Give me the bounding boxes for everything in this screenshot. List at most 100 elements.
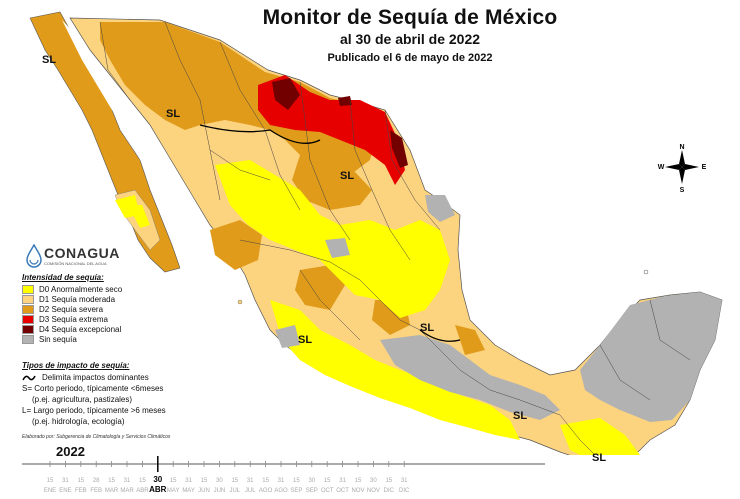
timeline-day: 15 — [355, 478, 362, 484]
timeline-day: 15 — [77, 478, 84, 484]
timeline-month: MAR — [120, 488, 134, 494]
impact-long: L= Largo periodo, típicamente >6 meses — [22, 406, 166, 415]
compass-e: E — [702, 164, 707, 171]
timeline-month: MAY — [167, 488, 180, 494]
map-label-sl-veracruz: SL — [513, 410, 528, 422]
timeline-day: 31 — [247, 478, 254, 484]
timeline: 15ENE31ENE15FEB28FEB15MAR31MAR15ABR30ABR… — [22, 456, 545, 494]
timeline-day: 31 — [278, 478, 285, 484]
legend-item: D4 Sequía excepcional — [22, 324, 232, 334]
legend-swatch — [22, 334, 34, 344]
timeline-day: 15 — [231, 478, 238, 484]
impact-short-example: (p.ej. agricultura, pastizales) — [32, 395, 133, 404]
timeline-month: MAR — [105, 488, 119, 494]
timeline-day: 28 — [93, 478, 100, 484]
timeline-month: FEB — [90, 488, 102, 494]
impact-legend: Tipos de impacto de sequía: Delimita imp… — [22, 361, 262, 427]
extreme-drought-area — [258, 75, 405, 185]
timeline-month: DIC — [384, 488, 395, 494]
legend: Intensidad de sequía: D0 Anormalmente se… — [22, 273, 232, 344]
legend-item: D3 Sequía extrema — [22, 314, 232, 324]
timeline-month: AGO — [259, 488, 273, 494]
impact-line-row: Delimita impactos dominantes — [22, 372, 262, 383]
exceptional-drought-area — [272, 78, 300, 110]
timeline-day: 31 — [185, 478, 192, 484]
legend-item: D0 Anormalmente seco — [22, 284, 232, 294]
impact-boundaries — [199, 124, 461, 342]
map-label-sl-sonora: SL — [166, 108, 181, 120]
impact-title: Tipos de impacto de sequía: — [22, 361, 130, 370]
timeline-month: NOV — [351, 488, 364, 494]
timeline-day: 15 — [201, 478, 208, 484]
map-label-sl-hidalgo: SL — [420, 322, 435, 334]
impact-long-example: (p.ej. hidrología, ecología) — [32, 417, 125, 426]
timeline-day: 15 — [108, 478, 115, 484]
timeline-day: 15 — [170, 478, 177, 484]
timeline-day: 15 — [385, 478, 392, 484]
timeline-month: JUL — [229, 488, 240, 494]
compass-n: N — [679, 144, 684, 151]
timeline-month: JUL — [245, 488, 256, 494]
timeline-month: OCT — [321, 488, 334, 494]
published-date: Publicado el 6 de mayo de 2022 — [327, 52, 493, 64]
timeline-month: ABR — [136, 488, 149, 494]
impact-short: S= Corto periodo, típicamente <6meses — [22, 384, 164, 393]
timeline-day: 30 — [308, 478, 315, 484]
legend-item: D1 Sequía moderada — [22, 294, 232, 304]
legend-swatch — [22, 324, 34, 334]
credit-text: Elaborado por: Subgerencia de Climatolog… — [22, 434, 171, 440]
legend-label: D2 Sequía severa — [39, 304, 104, 314]
legend-swatch — [22, 304, 34, 314]
timeline-day: 30 — [153, 475, 162, 484]
legend-label: Sin sequía — [39, 334, 77, 344]
legend-title: Intensidad de sequía: — [22, 273, 104, 282]
water-drop-icon — [26, 244, 42, 268]
legend-swatch — [22, 284, 34, 294]
timeline-month: FEB — [75, 488, 87, 494]
map-date: al 30 de abril de 2022 — [339, 31, 481, 47]
timeline-day: 15 — [262, 478, 269, 484]
timeline-day: 31 — [62, 478, 69, 484]
map-label-sl-chiapas: SL — [592, 452, 607, 464]
map-title: Monitor de Sequía de México — [262, 6, 558, 29]
timeline-month: SEP — [306, 488, 318, 494]
timeline-year: 2022 — [56, 444, 85, 459]
timeline-month: AGO — [274, 488, 288, 494]
legend-label: D0 Anormalmente seco — [39, 284, 123, 294]
timeline-month: JUN — [198, 488, 210, 494]
timeline-day: 15 — [324, 478, 331, 484]
compass-rose-icon: N S W E — [658, 144, 707, 192]
timeline-month: ENE — [44, 488, 56, 494]
legend-item: Sin sequía — [22, 334, 232, 344]
timeline-day: 31 — [124, 478, 131, 484]
legend-label: D1 Sequía moderada — [39, 294, 116, 304]
timeline-day: 31 — [401, 478, 408, 484]
map-label-sl-jalisco: SL — [298, 334, 313, 346]
state-borders — [99, 21, 691, 455]
conagua-logo: CONAGUA COMISIÓN NACIONAL DEL AGUA — [26, 244, 156, 270]
timeline-day: 15 — [293, 478, 300, 484]
legend-item: D2 Sequía severa — [22, 304, 232, 314]
impact-line-label: Delimita impactos dominantes — [42, 373, 149, 382]
map-label-sl-coahuila: SL — [340, 170, 355, 182]
legend-label: D3 Sequía extrema — [39, 314, 108, 324]
title-block: Monitor de Sequía de México al 30 de abr… — [200, 6, 620, 64]
timeline-day: 30 — [370, 478, 377, 484]
compass-w: W — [658, 164, 665, 171]
mexico-drought-map — [29, 11, 723, 455]
timeline-day: 15 — [139, 478, 146, 484]
timeline-month: NOV — [367, 488, 380, 494]
timeline-month: OCT — [336, 488, 349, 494]
legend-swatch — [22, 314, 34, 324]
map-label-sl-baja: SL — [42, 54, 57, 66]
timeline-day: 15 — [47, 478, 54, 484]
timeline-month: DIC — [399, 488, 410, 494]
timeline-month: ABR — [149, 485, 167, 494]
timeline-day: 30 — [216, 478, 223, 484]
timeline-month: SEP — [290, 488, 302, 494]
timeline-day: 31 — [339, 478, 346, 484]
logo-text: CONAGUA — [44, 245, 120, 261]
timeline-month: ENE — [59, 488, 71, 494]
no-drought-area — [580, 292, 722, 422]
legend-label: D4 Sequía excepcional — [39, 324, 122, 334]
